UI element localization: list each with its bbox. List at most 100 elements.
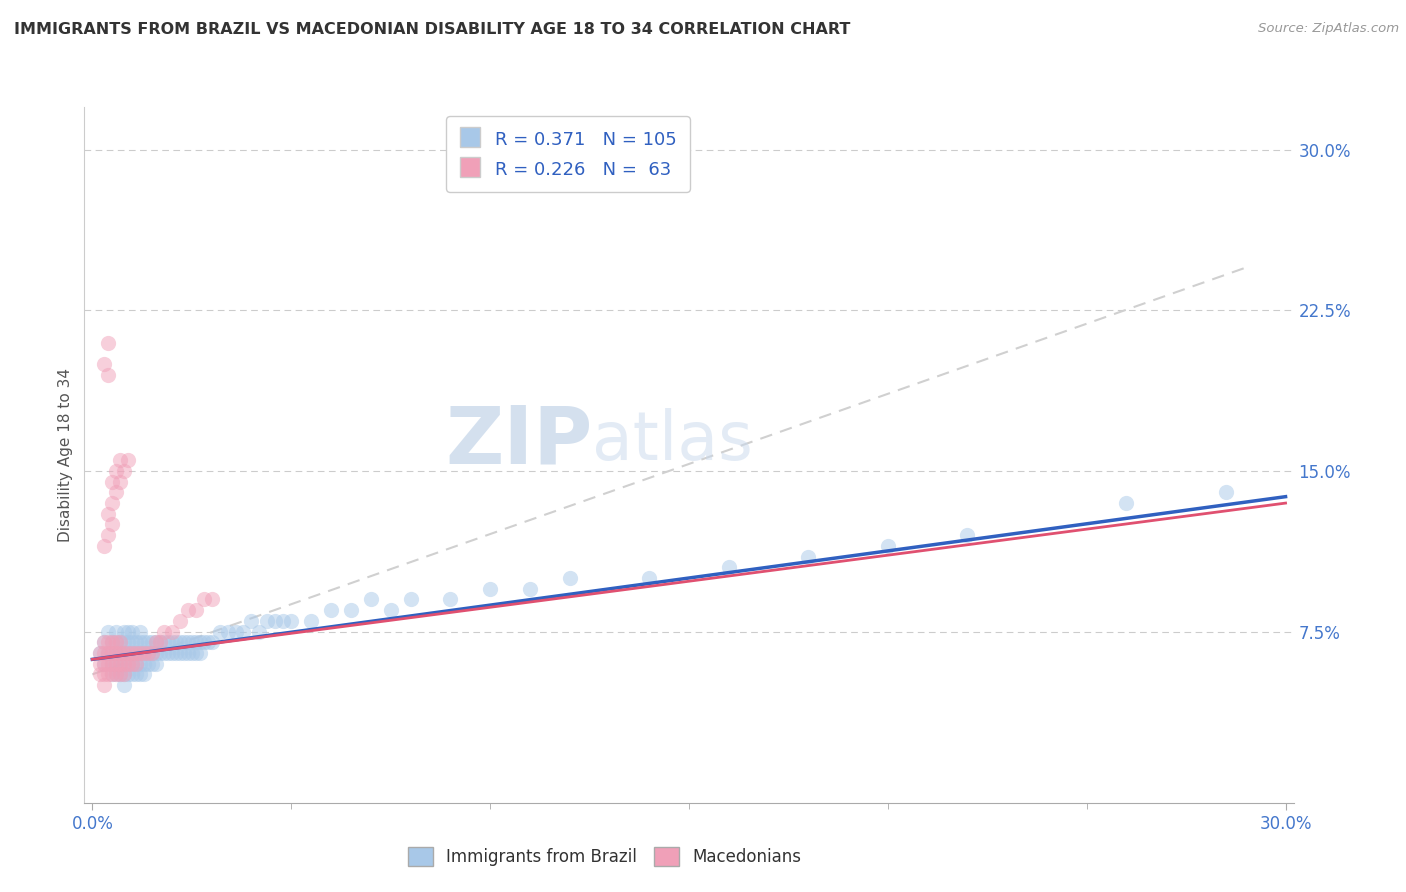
Point <box>97 635 120 649</box>
Point <box>105 464 128 478</box>
Point <box>145 635 167 649</box>
Point <box>93 667 115 681</box>
Point <box>117 657 139 671</box>
Point <box>105 646 128 660</box>
Point <box>112 646 135 660</box>
Point <box>153 635 176 649</box>
Point <box>89 646 111 660</box>
Point <box>101 667 124 681</box>
Point <box>105 657 128 671</box>
Point <box>121 657 143 671</box>
Point <box>479 582 502 596</box>
Point <box>108 635 131 649</box>
Point <box>112 667 135 681</box>
Point <box>145 635 167 649</box>
Point <box>132 667 155 681</box>
Point <box>141 646 163 660</box>
Point <box>797 549 820 564</box>
Point <box>93 357 115 371</box>
Point <box>108 635 131 649</box>
Point <box>439 592 461 607</box>
Point <box>153 624 176 639</box>
Point <box>121 646 143 660</box>
Point <box>89 646 111 660</box>
Point <box>160 646 183 660</box>
Point <box>177 603 200 617</box>
Point <box>108 646 131 660</box>
Point <box>136 635 159 649</box>
Text: ZIP: ZIP <box>444 402 592 480</box>
Point <box>319 603 342 617</box>
Point <box>93 657 115 671</box>
Point <box>117 453 139 467</box>
Point <box>129 624 152 639</box>
Point <box>125 646 148 660</box>
Point <box>177 646 200 660</box>
Point <box>93 678 115 692</box>
Point <box>105 624 128 639</box>
Point <box>97 528 120 542</box>
Point <box>129 635 152 649</box>
Point <box>97 335 120 350</box>
Point <box>101 517 124 532</box>
Point <box>89 667 111 681</box>
Point <box>101 475 124 489</box>
Point <box>129 667 152 681</box>
Point <box>97 507 120 521</box>
Text: IMMIGRANTS FROM BRAZIL VS MACEDONIAN DISABILITY AGE 18 TO 34 CORRELATION CHART: IMMIGRANTS FROM BRAZIL VS MACEDONIAN DIS… <box>14 22 851 37</box>
Point <box>360 592 382 607</box>
Point <box>129 657 152 671</box>
Point <box>201 592 224 607</box>
Point <box>141 635 163 649</box>
Point <box>112 657 135 671</box>
Point <box>193 635 215 649</box>
Point <box>280 614 302 628</box>
Point <box>105 646 128 660</box>
Point <box>101 667 124 681</box>
Point <box>149 635 172 649</box>
Point <box>101 635 124 649</box>
Point <box>399 592 422 607</box>
Point <box>121 624 143 639</box>
Point <box>125 657 148 671</box>
Point <box>188 635 211 649</box>
Point <box>97 624 120 639</box>
Point <box>717 560 740 574</box>
Point <box>108 667 131 681</box>
Point <box>89 657 111 671</box>
Point <box>112 678 135 692</box>
Point <box>160 624 183 639</box>
Point <box>208 624 231 639</box>
Point <box>105 485 128 500</box>
Point <box>145 657 167 671</box>
Point <box>108 475 131 489</box>
Point <box>876 539 898 553</box>
Point <box>177 635 200 649</box>
Point <box>184 603 207 617</box>
Point <box>173 646 195 660</box>
Point <box>125 657 148 671</box>
Point <box>97 646 120 660</box>
Point <box>125 635 148 649</box>
Point <box>105 635 128 649</box>
Point <box>1215 485 1237 500</box>
Point <box>340 603 363 617</box>
Point <box>112 624 135 639</box>
Y-axis label: Disability Age 18 to 34: Disability Age 18 to 34 <box>58 368 73 542</box>
Point <box>188 646 211 660</box>
Point <box>141 646 163 660</box>
Point <box>117 646 139 660</box>
Point <box>97 368 120 382</box>
Point <box>93 646 115 660</box>
Point <box>193 592 215 607</box>
Point <box>141 657 163 671</box>
Point <box>136 646 159 660</box>
Point <box>638 571 661 585</box>
Point <box>93 657 115 671</box>
Point <box>112 646 135 660</box>
Point <box>149 635 172 649</box>
Point <box>112 667 135 681</box>
Point <box>112 464 135 478</box>
Point <box>108 657 131 671</box>
Point <box>125 646 148 660</box>
